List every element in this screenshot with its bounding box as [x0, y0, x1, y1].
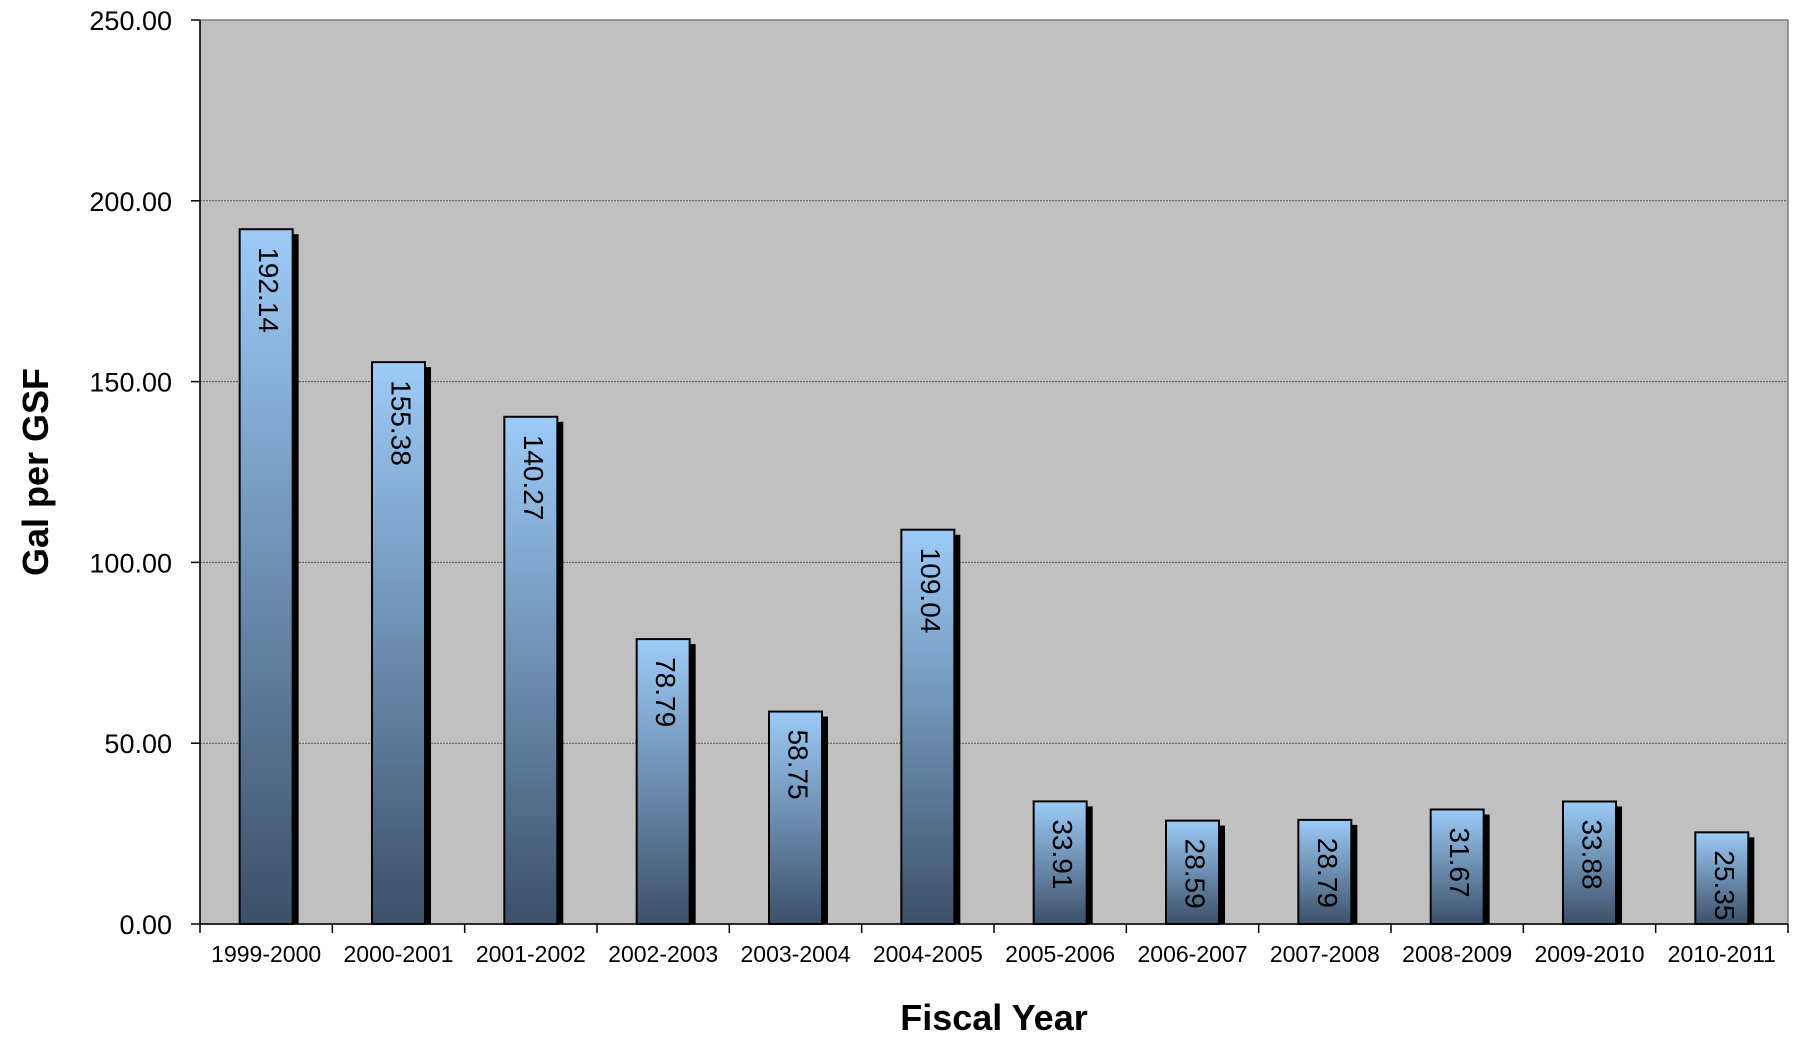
bar-value-label: 25.35	[1709, 850, 1740, 920]
bar	[768, 710, 823, 925]
bar-value-label: 33.88	[1577, 819, 1608, 889]
y-tick-label: 50.00	[104, 729, 172, 759]
axes	[191, 19, 1789, 933]
y-tick-labels: 0.00 50.00 100.00 150.00 200.00 250.00	[89, 6, 172, 940]
x-tick-label: 2003-2004	[741, 941, 851, 967]
bar	[1562, 800, 1617, 926]
x-tick-label: 2002-2003	[608, 941, 718, 967]
bar	[1297, 818, 1353, 926]
x-tick-label: 2000-2001	[344, 941, 454, 967]
bar	[635, 638, 691, 925]
y-tick-label: 150.00	[89, 368, 172, 398]
x-axis-title: Fiscal Year	[900, 997, 1088, 1038]
bar-value-label: 58.75	[783, 730, 814, 800]
bar-value-label: 155.38	[386, 380, 417, 466]
bar	[1694, 831, 1750, 926]
x-tick-label: 2007-2008	[1270, 941, 1380, 967]
bar-value-label: 33.91	[1047, 819, 1078, 889]
x-tick-label: 2004-2005	[873, 941, 983, 967]
y-tick-label: 200.00	[89, 187, 172, 217]
x-tick-labels: 1999-2000 2000-2001 2001-2002 2002-2003 2003…	[211, 941, 1776, 967]
plot-area	[200, 20, 1788, 924]
gridlines	[200, 200, 1788, 744]
bar-value-label: 31.67	[1444, 827, 1475, 897]
y-tick-label: 250.00	[89, 6, 172, 36]
bar	[238, 228, 294, 926]
bar-value-label: 28.79	[1312, 838, 1343, 908]
y-axis-title: Gal per GSF	[15, 368, 56, 576]
bar	[1165, 819, 1220, 925]
x-tick-label: 2010-2011	[1668, 941, 1776, 967]
bar-value-label: 140.27	[518, 435, 549, 521]
bar-value-label: 192.14	[253, 247, 284, 333]
x-tick-label: 1999-2000	[211, 941, 321, 967]
x-tick-label: 2009-2010	[1535, 941, 1645, 967]
bar-value-label: 28.59	[1180, 839, 1211, 909]
bar	[371, 361, 426, 925]
x-tick-label: 2006-2007	[1138, 941, 1248, 967]
x-tick-label: 2001-2002	[476, 941, 586, 967]
bar	[900, 528, 956, 925]
bar-value-label: 109.04	[915, 548, 946, 634]
bars: 192.14 155.38 140.27 78.79 58.75 109.04 33.91 2…	[238, 228, 1755, 926]
x-tick-label: 2008-2009	[1402, 941, 1512, 967]
y-tick-label: 100.00	[89, 548, 172, 578]
y-tick-label: 0.00	[119, 910, 172, 940]
bar	[1032, 800, 1088, 926]
bar	[1429, 808, 1485, 925]
bar	[503, 415, 559, 925]
x-tick-label: 2005-2006	[1005, 941, 1115, 967]
bar-value-label: 78.79	[650, 657, 681, 727]
